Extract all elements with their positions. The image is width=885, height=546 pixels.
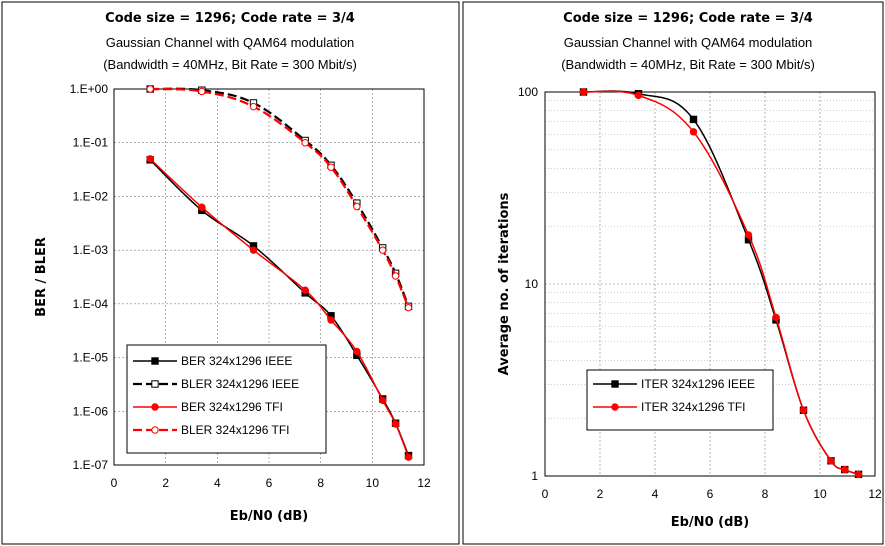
- data-point: [146, 155, 154, 163]
- x-tick-label: 0: [542, 487, 549, 501]
- y-tick-label: 100: [518, 85, 538, 99]
- y-tick-label: 1.E-02: [73, 189, 109, 203]
- legend-swatch-marker: [611, 380, 619, 388]
- legend-swatch-marker: [611, 403, 619, 411]
- chart-subtitle-line2: (Bandwidth = 40MHz, Bit Rate = 300 Mbit/…: [103, 57, 357, 72]
- data-point: [634, 91, 643, 100]
- x-tick-label: 10: [366, 476, 380, 490]
- series-line: [150, 87, 410, 309]
- data-point: [146, 85, 154, 93]
- data-point: [378, 396, 387, 405]
- chart-title: Code size = 1296; Code rate = 3/4: [563, 11, 813, 26]
- legend-label: BER 324x1296 IEEE: [181, 354, 292, 368]
- y-axis-label: Average no. of iterations: [497, 192, 512, 375]
- chart-subtitle-line1: Gaussian Channel with QAM64 modulation: [106, 35, 355, 50]
- x-tick-label: 10: [813, 487, 827, 501]
- data-point: [827, 457, 835, 465]
- legend-box: [126, 344, 327, 454]
- data-point: [854, 470, 863, 479]
- data-point: [404, 453, 413, 461]
- data-point: [198, 87, 206, 96]
- data-point: [579, 88, 588, 96]
- data-point: [378, 246, 387, 254]
- data-point: [772, 313, 780, 322]
- y-tick-label: 1: [531, 469, 538, 483]
- x-tick-label: 2: [162, 476, 169, 490]
- y-tick-label: 1.E+00: [70, 82, 109, 96]
- data-point: [327, 163, 335, 171]
- series-line: [150, 87, 410, 307]
- data-point: [249, 102, 258, 111]
- data-point: [327, 316, 335, 324]
- data-point: [689, 128, 698, 136]
- chart-title: Code size = 1296; Code rate = 3/4: [105, 11, 355, 26]
- data-point: [391, 272, 400, 280]
- legend-label: ITER 324x1296 IEEE: [641, 377, 755, 391]
- x-axis-label: Eb/N0 (dB): [671, 515, 749, 530]
- data-point: [404, 303, 413, 312]
- y-tick-label: 1.E-03: [73, 243, 109, 257]
- legend-label: BLER 324x1296 TFI: [181, 423, 290, 437]
- y-tick-label: 1.E-04: [73, 297, 109, 311]
- legend-label: ITER 324x1296 TFI: [641, 400, 746, 414]
- chart-subtitle-line1: Gaussian Channel with QAM64 modulation: [564, 35, 813, 50]
- data-point: [353, 202, 361, 211]
- iterations-chart: Code size = 1296; Code rate = 3/4 Gaussia…: [497, 11, 882, 530]
- x-tick-label: 6: [266, 476, 273, 490]
- x-tick-label: 12: [417, 476, 431, 490]
- legend-swatch-marker: [151, 426, 159, 434]
- data-point: [799, 406, 808, 414]
- data-point: [353, 347, 361, 356]
- x-tick-label: 0: [111, 476, 118, 490]
- y-axis-label: BER / BLER: [34, 237, 49, 317]
- legend-swatch-marker: [151, 380, 159, 388]
- data-point: [198, 203, 206, 211]
- x-tick-label: 12: [868, 487, 882, 501]
- series-2: [146, 155, 413, 461]
- data-point: [841, 465, 849, 474]
- data-point: [301, 286, 309, 294]
- series-3: [146, 85, 413, 312]
- ber-bler-chart: Code size = 1296; Code rate = 3/4 Gaussia…: [34, 11, 431, 524]
- y-tick-label: 1.E-01: [73, 136, 109, 150]
- legend: BER 324x1296 IEEE BLER 324x1296 IEEE BER 3…: [126, 344, 327, 454]
- x-axis-label: Eb/N0 (dB): [230, 509, 308, 524]
- chart-subtitle-line2: (Bandwidth = 40MHz, Bit Rate = 300 Mbit/…: [561, 57, 815, 72]
- data-point: [744, 231, 753, 239]
- x-tick-label: 8: [317, 476, 324, 490]
- y-tick-label: 1.E-05: [73, 351, 109, 365]
- x-tick-label: 8: [762, 487, 769, 501]
- series-line: [583, 90, 859, 476]
- y-tick-label: 10: [525, 277, 539, 291]
- legend: ITER 324x1296 IEEE ITER 324x1296 TFI: [586, 369, 774, 431]
- legend-swatch-marker: [151, 403, 159, 411]
- data-point: [689, 115, 698, 124]
- data-point: [249, 246, 258, 254]
- data-point: [391, 420, 400, 428]
- legend-label: BER 324x1296 TFI: [181, 400, 283, 414]
- plot-frame: [113, 88, 425, 466]
- legend-swatch-marker: [151, 357, 159, 365]
- data-point: [301, 139, 309, 147]
- y-tick-label: 1.E-07: [73, 458, 109, 472]
- series-1: [579, 88, 863, 479]
- x-tick-label: 4: [652, 487, 659, 501]
- plot-frame: [544, 91, 876, 477]
- legend-box: [586, 369, 774, 431]
- x-tick-label: 6: [707, 487, 714, 501]
- legend-label: BLER 324x1296 IEEE: [181, 377, 299, 391]
- y-tick-label: 1.E-06: [73, 404, 109, 418]
- x-tick-label: 2: [597, 487, 604, 501]
- x-tick-label: 4: [214, 476, 221, 490]
